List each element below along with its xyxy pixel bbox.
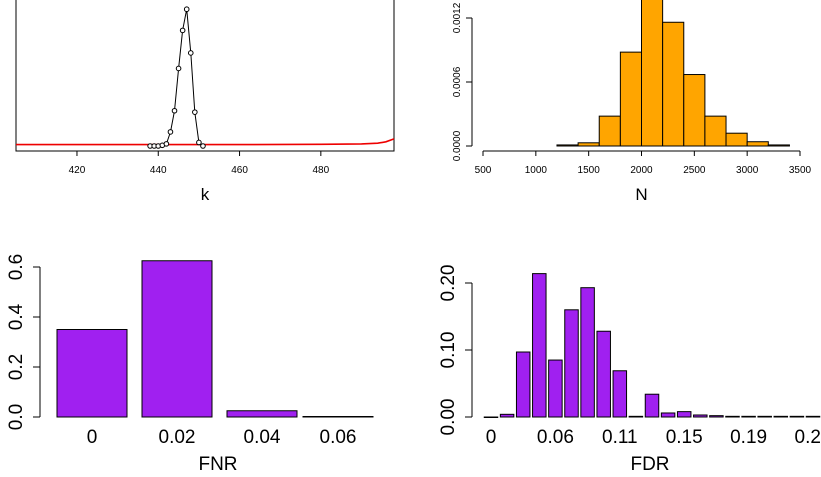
x-axis-label-top-right: N	[635, 185, 647, 204]
y-tick-label-bottom-right: 0.10	[438, 332, 459, 369]
histogram-bar	[578, 143, 599, 146]
data-point	[164, 142, 169, 147]
bar-0.1	[597, 331, 611, 417]
x-tick-label-top-right: 1000	[525, 165, 548, 176]
x-tick-label-bottom-left: 0.06	[320, 427, 357, 448]
histogram-bar	[557, 145, 578, 146]
histogram-bar	[747, 142, 768, 146]
series-line-black	[150, 9, 203, 146]
x-tick-label-top-left: 440	[150, 165, 167, 176]
bar-0.01	[500, 414, 513, 417]
data-point	[193, 110, 198, 115]
x-tick-label-bottom-right: 0.19	[730, 427, 767, 448]
x-tick-label-top-left: 460	[231, 165, 248, 176]
histogram-bar	[642, 0, 663, 146]
bar-0.13	[645, 394, 659, 417]
x-axis-label-top-left: k	[201, 185, 210, 204]
bar-0.2	[758, 416, 772, 417]
y-tick-label-bottom-left: 0.4	[6, 303, 27, 330]
histogram-bar	[726, 133, 747, 146]
data-point	[176, 66, 181, 71]
data-point	[180, 28, 185, 33]
bar-0.04	[533, 274, 547, 417]
bar-0.02	[142, 261, 212, 417]
x-tick-label-bottom-right: 0	[486, 427, 497, 448]
bar-0.04	[227, 411, 297, 417]
x-tick-label-top-left: 480	[312, 165, 329, 176]
plot-frame-top-left	[16, 0, 394, 151]
bar-0.08	[581, 288, 595, 417]
data-point	[201, 144, 206, 149]
x-tick-label-bottom-left: 0.04	[244, 427, 281, 448]
data-point	[172, 108, 177, 113]
x-tick-label-top-right: 2500	[683, 165, 706, 176]
bar-0.16	[694, 415, 708, 417]
bar-0.17	[710, 416, 724, 417]
histogram-bar	[620, 52, 641, 146]
histogram-bar	[599, 116, 620, 146]
series-line-red	[16, 139, 394, 145]
bar-0.18	[726, 416, 740, 417]
y-tick-label-top-right: 0.0000	[452, 130, 463, 161]
data-point	[188, 51, 193, 56]
y-tick-label-bottom-right: 0.00	[438, 399, 459, 436]
y-tick-label-bottom-left: 0.6	[6, 254, 27, 280]
data-point	[184, 7, 189, 12]
bar-0.03	[516, 352, 530, 417]
x-tick-label-bottom-left: 0.02	[159, 427, 196, 448]
histogram-bar	[768, 145, 789, 146]
y-tick-label-bottom-right: 0.20	[438, 265, 459, 302]
x-tick-label-top-right: 500	[475, 165, 492, 176]
bar-0	[57, 330, 127, 418]
x-tick-label-top-left: 420	[69, 165, 86, 176]
x-tick-label-top-right: 3500	[789, 165, 812, 176]
bar-0.12	[629, 416, 643, 417]
bar-0.21	[774, 416, 788, 417]
x-tick-label-bottom-right: 0.23	[795, 427, 821, 448]
x-tick-label-top-right: 1500	[578, 165, 601, 176]
y-tick-label-top-right: 0.0006	[452, 66, 463, 97]
x-tick-label-bottom-left: 0	[87, 427, 98, 448]
bar-0.07	[565, 310, 579, 417]
bar-0.19	[742, 416, 756, 417]
histogram-bar	[663, 22, 684, 146]
bar-0.14	[661, 413, 675, 417]
y-tick-label-bottom-left: 0.2	[6, 354, 27, 380]
histogram-bar	[684, 75, 705, 146]
x-axis-label-bottom-right: FDR	[630, 454, 669, 475]
bar-0.11	[613, 371, 627, 417]
bar-0.15	[677, 412, 691, 417]
data-point	[197, 140, 202, 145]
bar-0	[484, 417, 498, 418]
bar-0.22	[790, 416, 804, 417]
x-tick-label-bottom-right: 0.11	[602, 427, 638, 448]
x-axis-label-bottom-left: FNR	[198, 454, 237, 475]
bar-0.23	[806, 416, 820, 417]
x-tick-label-bottom-right: 0.06	[537, 427, 574, 448]
data-point	[168, 130, 173, 135]
y-tick-label-top-right: 0.0012	[452, 2, 463, 33]
y-tick-label-bottom-left: 0.0	[6, 404, 27, 430]
bar-0.06	[303, 417, 373, 418]
x-tick-label-top-right: 2000	[630, 165, 653, 176]
x-tick-label-bottom-right: 0.15	[666, 427, 703, 448]
histogram-bar	[705, 116, 726, 146]
x-tick-label-top-right: 3000	[736, 165, 759, 176]
bar-0.06	[549, 360, 563, 417]
